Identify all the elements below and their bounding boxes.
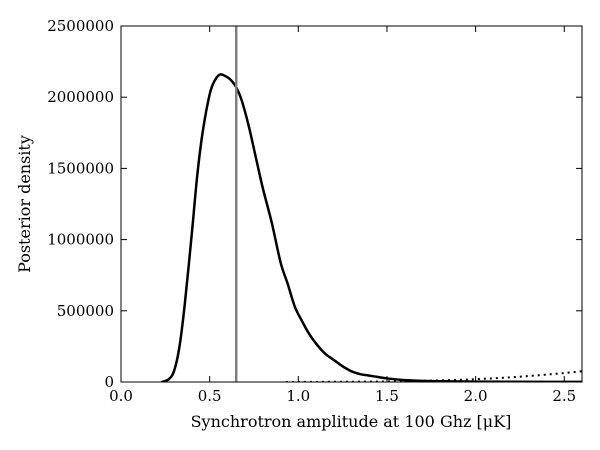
x-tick-label: 1.5 <box>375 387 399 405</box>
ticks-layer: 0.0 0.5 1.0 1.5 2.0 2.5 0 500000 1000000 1500000 2… <box>47 17 582 405</box>
plot-frame <box>120 25 583 383</box>
x-tick-label: 0.5 <box>198 387 222 405</box>
y-axis-label: Posterior density <box>15 135 34 273</box>
x-tick-label: 1.0 <box>286 387 310 405</box>
posterior-series-line <box>160 73 582 382</box>
y-tick-label: 1500000 <box>47 159 114 177</box>
plot-area <box>121 26 582 382</box>
y-tick-label: 0 <box>104 373 114 391</box>
x-tick-label: 2.5 <box>552 387 576 405</box>
x-tick-label: 0.0 <box>109 387 133 405</box>
x-axis-label: Synchrotron amplitude at 100 Ghz [μK] <box>191 412 512 431</box>
x-tick-label: 2.0 <box>464 387 488 405</box>
y-tick-label: 2000000 <box>47 88 114 106</box>
marks-layer <box>160 26 582 382</box>
y-tick-label: 2500000 <box>47 17 114 35</box>
y-tick-label: 1000000 <box>47 231 114 249</box>
y-tick-label: 500000 <box>57 302 114 320</box>
